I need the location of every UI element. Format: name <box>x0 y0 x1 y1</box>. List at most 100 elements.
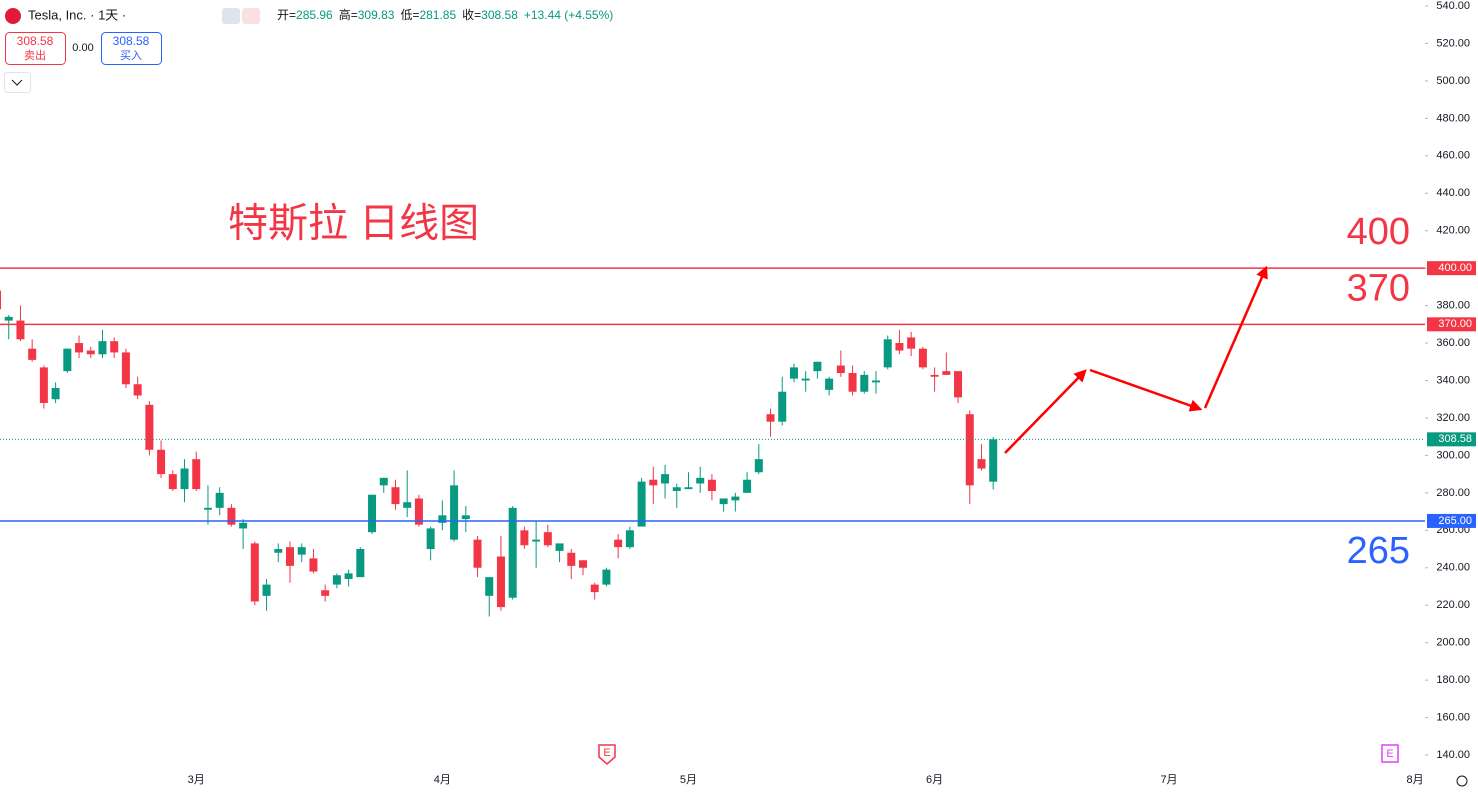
candle-body <box>543 532 552 546</box>
y-tick-label: 420.00 <box>1436 225 1470 237</box>
y-tick-label: 320.00 <box>1436 412 1470 424</box>
candle-body <box>157 449 166 475</box>
candle-body <box>227 507 236 525</box>
candle-body <box>696 477 705 484</box>
x-tick-label: 7月 <box>1160 774 1177 786</box>
sell-button[interactable] <box>5 32 66 65</box>
candle-body <box>907 337 916 349</box>
icon[interactable] <box>242 8 260 24</box>
candle-body <box>778 391 787 422</box>
sell-price: 308.58 <box>17 34 54 48</box>
candle-body <box>649 479 658 486</box>
candle-body <box>51 387 60 400</box>
y-tick-label: 480.00 <box>1436 112 1470 124</box>
candle-body <box>977 459 986 469</box>
x-tick-label: 5月 <box>680 774 697 786</box>
candle-body <box>28 348 37 360</box>
y-tick-label: 180.00 <box>1436 674 1470 686</box>
y-tick-label: 360.00 <box>1436 337 1470 349</box>
candle-body <box>555 543 564 551</box>
candle-body <box>379 477 388 486</box>
candle-body <box>672 487 681 491</box>
candle-body <box>801 378 810 381</box>
projection-arrows <box>1004 265 1268 454</box>
candle-body <box>954 371 963 398</box>
candle-body <box>0 290 1 310</box>
candle-body <box>426 528 435 550</box>
level-annotation: 400 <box>1347 211 1410 253</box>
candle-body <box>942 371 951 375</box>
candle-body <box>344 573 353 579</box>
level-price-label: 370.00 <box>1438 318 1472 330</box>
candle-body <box>133 384 142 396</box>
candle-body <box>684 487 693 490</box>
candle-body <box>321 590 330 596</box>
level-annotation: 265 <box>1347 530 1410 572</box>
candle-body <box>63 348 72 372</box>
level-price-label: 400.00 <box>1438 262 1472 274</box>
candle-body <box>356 549 365 578</box>
event-label: E <box>603 747 610 759</box>
candle-body <box>121 352 130 385</box>
candle-body <box>98 341 107 355</box>
x-tick-label: 3月 <box>188 774 205 786</box>
chevron <box>11 79 23 86</box>
buy-price: 308.58 <box>113 34 150 48</box>
candle-body <box>520 530 529 546</box>
y-tick-label: 200.00 <box>1436 637 1470 649</box>
candle-body <box>719 498 728 505</box>
y-tick-label: 380.00 <box>1436 300 1470 312</box>
buy-button[interactable] <box>101 32 162 65</box>
level-annotation: 370 <box>1347 267 1410 309</box>
ohlc-value: 285.96 <box>296 8 333 22</box>
icon[interactable] <box>222 8 240 24</box>
level-price-box <box>1427 513 1476 528</box>
candle-body <box>965 414 974 486</box>
candle-body <box>180 468 189 490</box>
candle-body <box>508 507 517 598</box>
candle-body <box>215 492 224 508</box>
candle-body <box>368 494 377 533</box>
candle-body <box>848 373 857 392</box>
candle-body <box>473 539 482 568</box>
candle-body <box>203 507 212 510</box>
collapse-button[interactable] <box>4 72 31 93</box>
candle-body <box>661 474 670 484</box>
candle-body <box>75 343 84 353</box>
event-marker[interactable] <box>598 744 616 765</box>
candle-body <box>895 343 904 351</box>
candle-body <box>496 556 505 608</box>
candle-body <box>86 350 95 355</box>
candle-body <box>145 404 154 450</box>
candle-body <box>930 374 939 377</box>
candle-body <box>590 584 599 593</box>
y-tick-label: 140.00 <box>1436 749 1470 761</box>
arrow <box>1203 265 1268 409</box>
y-tick-label: 440.00 <box>1436 187 1470 199</box>
candle-body <box>532 539 541 542</box>
event-marker[interactable] <box>1381 744 1399 763</box>
candle-body <box>403 502 412 508</box>
candle-body <box>297 547 306 555</box>
y-tick-label: 280.00 <box>1436 487 1470 499</box>
y-tick-label: 240.00 <box>1436 562 1470 574</box>
candle-body <box>579 560 587 568</box>
settings-icon[interactable] <box>1456 775 1468 787</box>
symbol: Tesla, Inc. · 1天 · <box>28 7 126 22</box>
level-price-label: 308.58 <box>1438 433 1472 445</box>
candle-body <box>16 320 25 340</box>
event-label: E <box>1386 748 1393 760</box>
y-tick-label: 500.00 <box>1436 75 1470 87</box>
candle-body <box>110 341 119 353</box>
candle-body <box>836 365 845 374</box>
candle-body <box>274 549 283 553</box>
candle-body <box>883 339 892 368</box>
candle-body <box>614 539 623 548</box>
candle-body <box>637 481 646 527</box>
y-tick-label: 520.00 <box>1436 37 1470 49</box>
y-tick-label: 340.00 <box>1436 374 1470 386</box>
y-tick-label: 460.00 <box>1436 150 1470 162</box>
candle-body <box>168 474 177 490</box>
candle-body <box>766 414 775 422</box>
